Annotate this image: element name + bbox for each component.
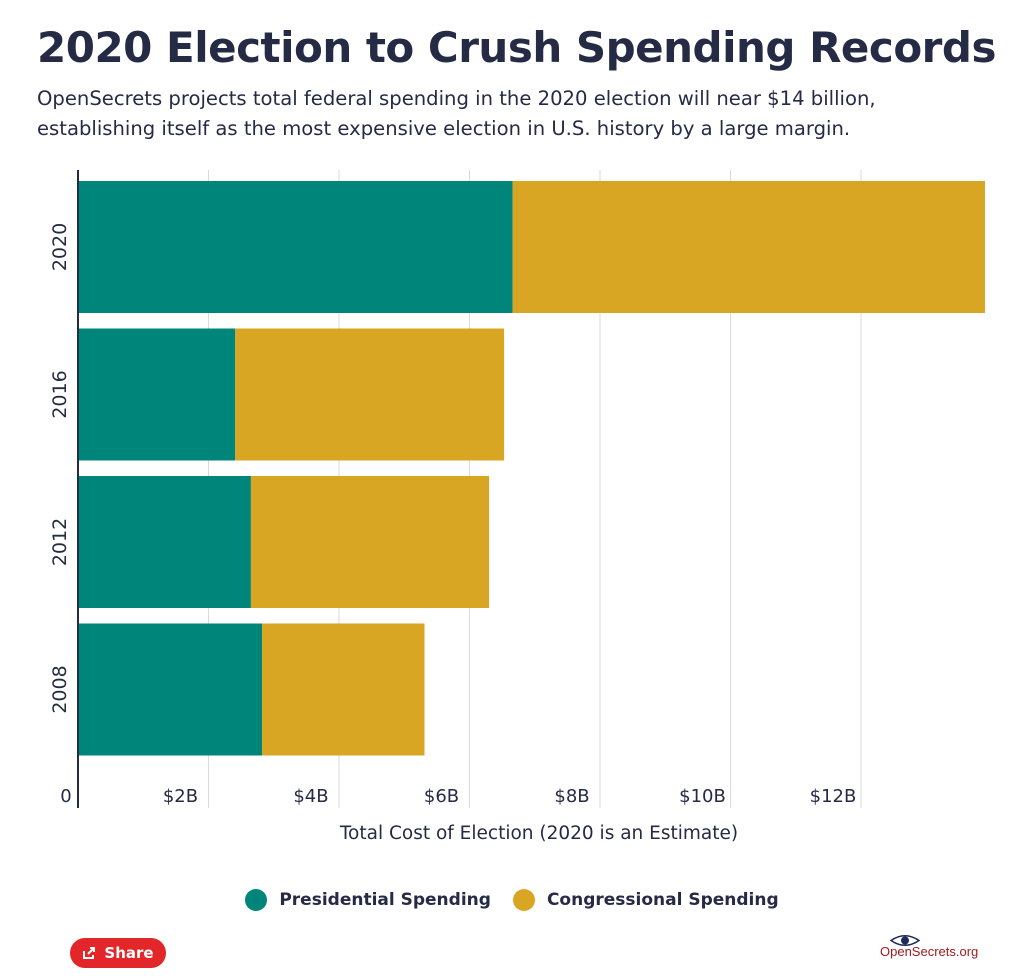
x-tick-label-3: $6B	[424, 786, 459, 807]
x-tick-label-2: $4B	[293, 786, 328, 807]
bar-2012-congressional	[250, 476, 490, 608]
bar-2008-presidential	[78, 623, 263, 756]
legend-item-congressional[interactable]: Congressional Spending	[512, 889, 779, 911]
logo-text: OpenSecrets.org	[880, 944, 979, 959]
x-tick-label-6: $12B	[810, 786, 857, 807]
bar-2016-congressional	[235, 328, 505, 461]
x-tick-label-1: $2B	[163, 786, 198, 807]
opensecrets-logo[interactable]: OpenSecrets.org	[880, 932, 980, 966]
chart-legend: Presidential Spending Congressional Spen…	[0, 884, 1024, 916]
x-tick-label-0: 0	[60, 786, 71, 807]
legend-swatch-congressional	[512, 889, 535, 911]
bar-2020-congressional	[512, 181, 985, 313]
bar-chart: 2020 2016 2012 2008 0 $2B $4B $6B $8B $10B $12B Tot…	[49, 170, 985, 844]
y-tick-label-2012: 2012	[49, 518, 71, 566]
share-button[interactable]: Share	[70, 938, 166, 968]
legend-label-presidential: Presidential Spending	[279, 890, 491, 910]
share-icon	[82, 946, 96, 960]
chart-subtitle: OpenSecrets projects total federal spend…	[37, 87, 876, 140]
legend-label-congressional: Congressional Spending	[546, 890, 779, 910]
share-label: Share	[104, 944, 154, 962]
x-axis-title: Total Cost of Election (2020 is an Estim…	[339, 823, 738, 844]
y-tick-label-2008: 2008	[49, 665, 71, 713]
bar-2020-presidential	[78, 181, 513, 313]
x-tick-label-5: $10B	[679, 786, 726, 807]
y-tick-label-2020: 2020	[49, 223, 71, 271]
bar-2012-presidential	[78, 476, 251, 608]
bar-2016-presidential	[78, 328, 236, 461]
y-tick-label-2016: 2016	[49, 370, 71, 418]
eye-icon	[889, 932, 921, 951]
bar-2008-congressional	[262, 623, 425, 756]
chart-title: 2020 Election to Crush Spending Records	[37, 23, 996, 72]
x-tick-label-4: $8B	[554, 786, 589, 807]
legend-swatch-presidential	[245, 889, 268, 911]
legend-item-presidential[interactable]: Presidential Spending	[245, 889, 491, 911]
